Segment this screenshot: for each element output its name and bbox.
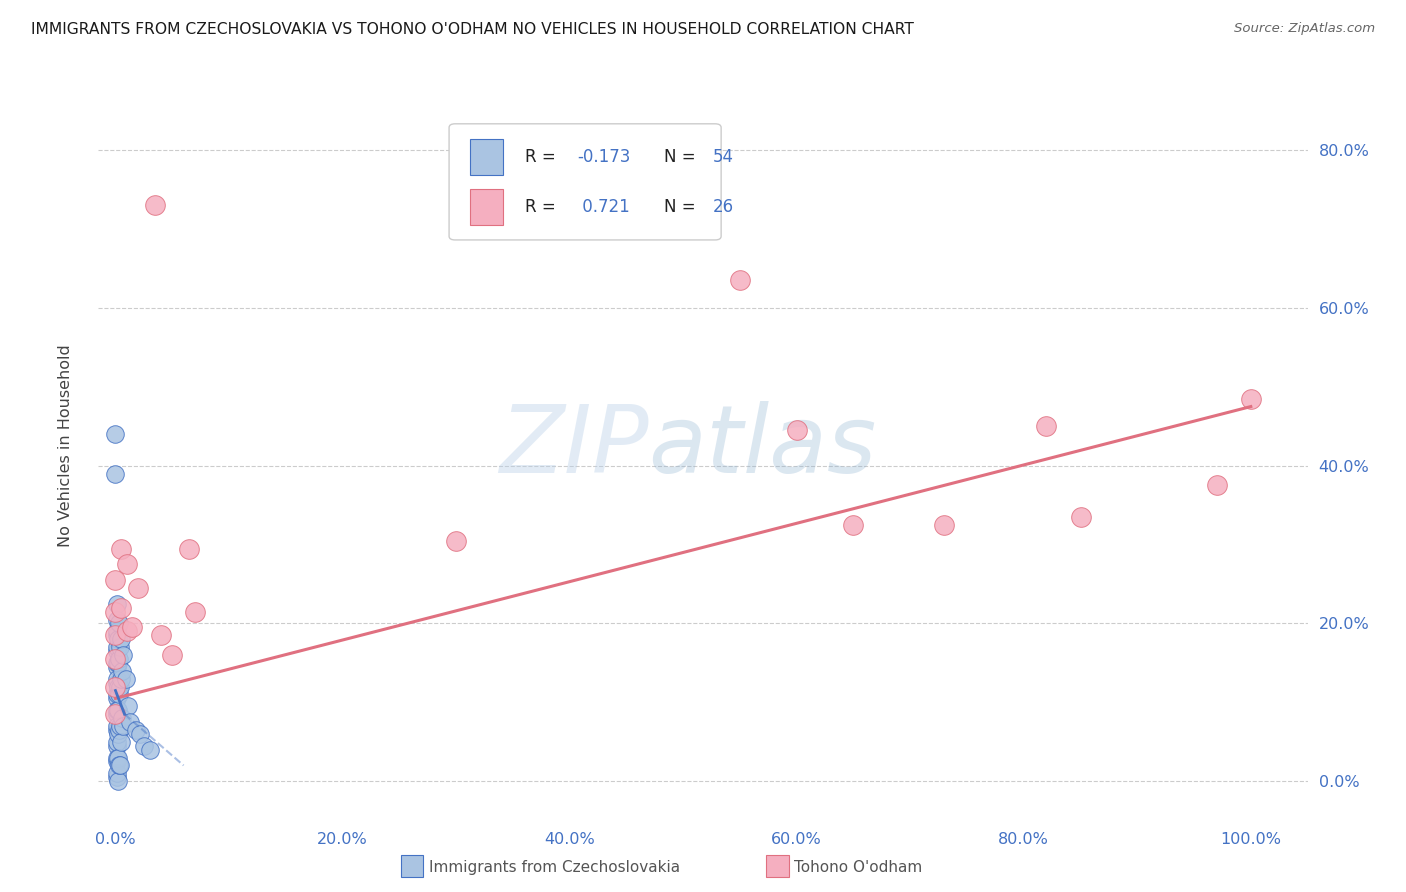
Point bbox=[104, 605, 127, 619]
Text: IMMIGRANTS FROM CZECHOSLOVAKIA VS TOHONO O'ODHAM NO VEHICLES IN HOUSEHOLD CORREL: IMMIGRANTS FROM CZECHOSLOVAKIA VS TOHONO… bbox=[31, 22, 914, 37]
Point bbox=[105, 613, 128, 627]
Point bbox=[129, 727, 152, 741]
Text: atlas: atlas bbox=[648, 401, 877, 491]
Point bbox=[111, 711, 134, 725]
Point bbox=[105, 624, 128, 639]
Point bbox=[105, 691, 128, 706]
Point bbox=[125, 723, 148, 737]
Point bbox=[105, 672, 128, 686]
Point bbox=[105, 640, 128, 654]
Point bbox=[112, 719, 135, 733]
Text: N =: N = bbox=[664, 198, 702, 216]
Point bbox=[104, 680, 127, 694]
Point bbox=[105, 675, 128, 690]
Point bbox=[108, 758, 131, 772]
Point bbox=[105, 628, 128, 642]
Point bbox=[105, 707, 128, 722]
Point bbox=[1035, 419, 1057, 434]
Point bbox=[104, 573, 127, 587]
Point bbox=[114, 672, 136, 686]
Text: 26: 26 bbox=[713, 198, 734, 216]
Point bbox=[104, 628, 127, 642]
Point bbox=[108, 680, 131, 694]
Point bbox=[107, 656, 129, 670]
Text: -0.173: -0.173 bbox=[578, 148, 631, 166]
Point bbox=[110, 632, 132, 647]
Text: ZIP: ZIP bbox=[499, 401, 648, 491]
Point bbox=[138, 742, 160, 756]
Text: Tohono O'odham: Tohono O'odham bbox=[794, 860, 922, 874]
Text: N =: N = bbox=[664, 148, 702, 166]
Point bbox=[105, 719, 128, 733]
Point bbox=[110, 672, 132, 686]
Point bbox=[105, 656, 128, 670]
Point bbox=[105, 735, 128, 749]
Point bbox=[115, 558, 138, 572]
Point bbox=[108, 723, 131, 737]
Point bbox=[115, 624, 138, 639]
Point bbox=[184, 605, 207, 619]
Point bbox=[105, 755, 128, 769]
Text: 0.721: 0.721 bbox=[578, 198, 630, 216]
Point bbox=[107, 774, 129, 789]
Point bbox=[108, 616, 131, 631]
FancyBboxPatch shape bbox=[470, 139, 503, 175]
Point bbox=[786, 423, 808, 437]
Point bbox=[120, 714, 142, 729]
Point bbox=[107, 680, 129, 694]
Point bbox=[121, 620, 143, 634]
Point bbox=[105, 723, 128, 737]
Point bbox=[160, 648, 183, 662]
Text: Source: ZipAtlas.com: Source: ZipAtlas.com bbox=[1234, 22, 1375, 36]
Text: 54: 54 bbox=[713, 148, 734, 166]
Point bbox=[110, 541, 132, 556]
Point bbox=[108, 640, 131, 654]
Point bbox=[842, 517, 865, 532]
Point bbox=[104, 427, 127, 442]
Point bbox=[104, 467, 127, 481]
Point bbox=[1240, 392, 1263, 406]
Point bbox=[934, 517, 956, 532]
Point bbox=[1205, 478, 1227, 492]
Point bbox=[105, 770, 128, 784]
Point bbox=[110, 735, 132, 749]
Text: Immigrants from Czechoslovakia: Immigrants from Czechoslovakia bbox=[429, 860, 681, 874]
Point bbox=[728, 273, 751, 287]
Point bbox=[107, 727, 129, 741]
Point bbox=[105, 703, 128, 717]
Point bbox=[143, 198, 166, 212]
Point bbox=[107, 750, 129, 764]
Point bbox=[117, 699, 139, 714]
Point bbox=[105, 739, 128, 753]
Point bbox=[108, 719, 131, 733]
Point bbox=[105, 688, 128, 702]
Point bbox=[105, 750, 128, 764]
Point bbox=[132, 739, 155, 753]
Point bbox=[104, 707, 127, 722]
Point bbox=[107, 703, 129, 717]
Point bbox=[1069, 510, 1091, 524]
Point bbox=[111, 664, 134, 678]
FancyBboxPatch shape bbox=[470, 189, 503, 225]
Point bbox=[112, 648, 135, 662]
Point bbox=[108, 758, 131, 772]
Point bbox=[105, 660, 128, 674]
Point bbox=[108, 652, 131, 666]
FancyBboxPatch shape bbox=[449, 124, 721, 240]
Point bbox=[105, 644, 128, 658]
Point bbox=[149, 628, 172, 642]
Point bbox=[105, 766, 128, 780]
Y-axis label: No Vehicles in Household: No Vehicles in Household bbox=[59, 344, 73, 548]
Point bbox=[108, 688, 131, 702]
Point bbox=[105, 597, 128, 611]
Text: R =: R = bbox=[526, 198, 561, 216]
Point bbox=[110, 600, 132, 615]
Point bbox=[127, 581, 149, 595]
Point bbox=[179, 541, 201, 556]
Point bbox=[444, 533, 467, 548]
Text: R =: R = bbox=[526, 148, 561, 166]
Point bbox=[104, 652, 127, 666]
Point bbox=[107, 632, 129, 647]
